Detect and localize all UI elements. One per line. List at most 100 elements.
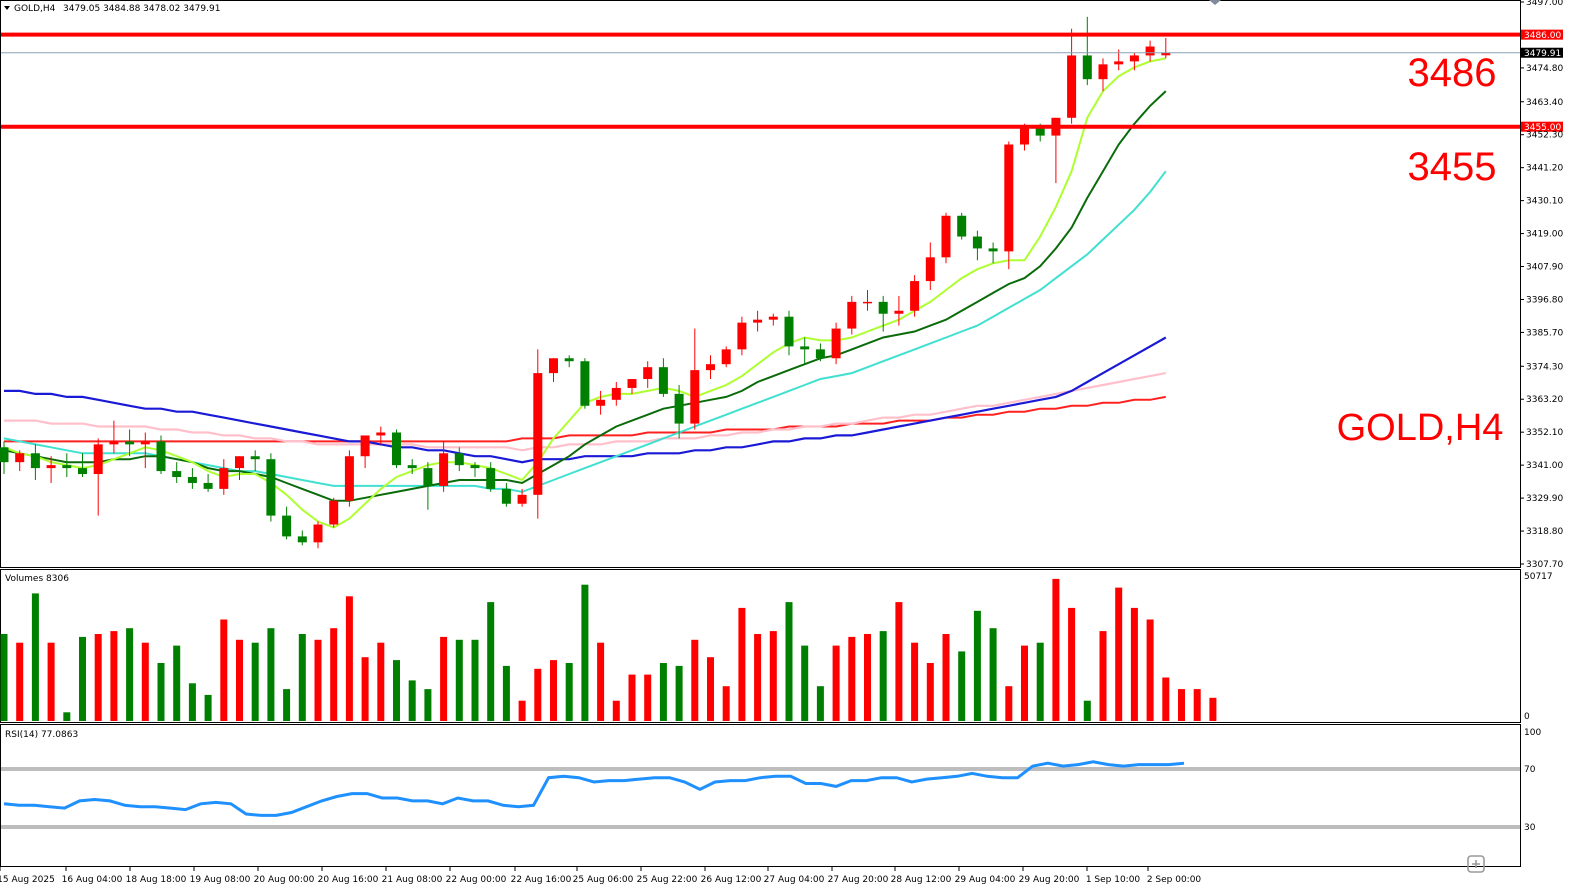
time-tick-label: 20 Aug 16:00 [318, 875, 379, 885]
time-tick-label: 2 Sep 00:00 [1147, 875, 1202, 885]
price-tick-label: 3463.40 [1526, 98, 1563, 108]
volume-bar [1115, 587, 1123, 721]
price-tick-label: 3474.80 [1526, 64, 1563, 74]
volume-bar [502, 665, 510, 721]
level-badge-value: 3455.00 [1524, 123, 1561, 133]
candle [203, 474, 213, 492]
candle [815, 343, 825, 362]
time-tick-label: 25 Aug 22:00 [637, 875, 698, 885]
candle [46, 456, 56, 483]
rsi-panel[interactable] [0, 724, 1521, 867]
volume-bar [204, 694, 212, 721]
candle [407, 459, 417, 475]
candle [925, 242, 935, 290]
rsi-scale-top: 100 [1524, 728, 1541, 738]
volume-bar [455, 639, 463, 721]
main-price-panel[interactable] [0, 0, 1521, 568]
price-tick-label: 3341.00 [1526, 461, 1563, 471]
candle [517, 488, 527, 507]
candle [643, 361, 653, 388]
symbol-dropdown-icon[interactable] [4, 6, 10, 10]
price-tick-label: 3396.80 [1526, 295, 1563, 305]
candle [297, 530, 307, 546]
volume-bar [1036, 642, 1044, 721]
current-price-value: 3479.91 [1524, 49, 1561, 59]
candle [564, 355, 574, 368]
candle [470, 462, 480, 478]
price-tick-label: 3430.10 [1526, 197, 1563, 207]
volume-bar [157, 663, 165, 721]
volume-bar [173, 645, 181, 721]
ma-red-line [4, 395, 1166, 443]
volume-bar [675, 665, 683, 721]
candle [863, 289, 872, 311]
volume-bar [1178, 689, 1185, 721]
volume-bar [754, 634, 762, 721]
candle [376, 426, 386, 445]
volume-bar [738, 607, 746, 721]
volume-bar [141, 642, 149, 721]
time-tick-label: 29 Aug 04:00 [955, 875, 1016, 885]
level-3486-label: 3486 [1408, 51, 1497, 95]
candle [658, 358, 668, 397]
volume-bar [314, 639, 322, 721]
horizontal-levels: 3479.91 3486.00 3455.00 [1, 29, 1563, 133]
volume-bar [911, 642, 919, 721]
candle [172, 462, 182, 483]
price-tick-label: 3318.80 [1526, 527, 1563, 537]
candle [329, 497, 339, 528]
candle [439, 441, 449, 492]
site-logo [1467, 855, 1485, 873]
time-tick-label: 26 Aug 12:00 [701, 875, 762, 885]
level-badge [1521, 29, 1563, 40]
price-tick-label: 3374.30 [1526, 362, 1563, 372]
volume-bar [0, 634, 8, 721]
volume-bar [518, 700, 526, 721]
candle [784, 310, 794, 356]
volume-bar [487, 602, 495, 721]
volume-bar [864, 634, 871, 721]
volume-bar [973, 610, 981, 721]
candle [235, 456, 244, 480]
time-tick-label: 27 Aug 20:00 [828, 875, 889, 885]
time-tick-label: 16 Aug 04:00 [62, 875, 123, 885]
candle [1067, 28, 1077, 124]
time-tick-label: 27 Aug 04:00 [764, 875, 825, 885]
volume-bar [1209, 697, 1217, 721]
chart-shift-marker-icon[interactable] [1209, 0, 1221, 5]
volume-bar [1005, 686, 1013, 721]
volume-bar [1193, 689, 1201, 721]
candle [423, 462, 433, 510]
ma-blue-line [4, 336, 1167, 464]
candle [972, 230, 982, 261]
candle [878, 295, 888, 332]
volumes-scale-min: 0 [1524, 712, 1530, 722]
volume-bar [1052, 578, 1060, 721]
volume-bar [424, 689, 432, 721]
volume-bars [0, 578, 1217, 721]
candle [627, 379, 637, 394]
candle [344, 450, 354, 507]
candle [0, 441, 9, 475]
volume-bar [440, 636, 448, 721]
candle [1082, 16, 1092, 86]
candle [15, 450, 25, 472]
candle [78, 453, 87, 478]
candlestick-series [0, 16, 1171, 549]
candle [125, 429, 135, 457]
volume-bar [267, 628, 275, 721]
chart-watermark: GOLD,H4 [1337, 407, 1504, 449]
candle [831, 322, 841, 365]
candle [360, 435, 370, 469]
candle [706, 355, 715, 380]
volume-bar [1130, 607, 1138, 721]
volumes-label: Volumes 8306 [5, 574, 69, 584]
volume-bar [1146, 619, 1154, 721]
volume-bar [408, 680, 416, 721]
candle [580, 358, 590, 409]
candle [62, 453, 72, 478]
volume-bar [393, 660, 400, 721]
price-axis: 3497.00 3474.80 3463.40 3452.30 3441.20 3430.… [1520, 0, 1563, 570]
volume-bar [220, 619, 228, 721]
